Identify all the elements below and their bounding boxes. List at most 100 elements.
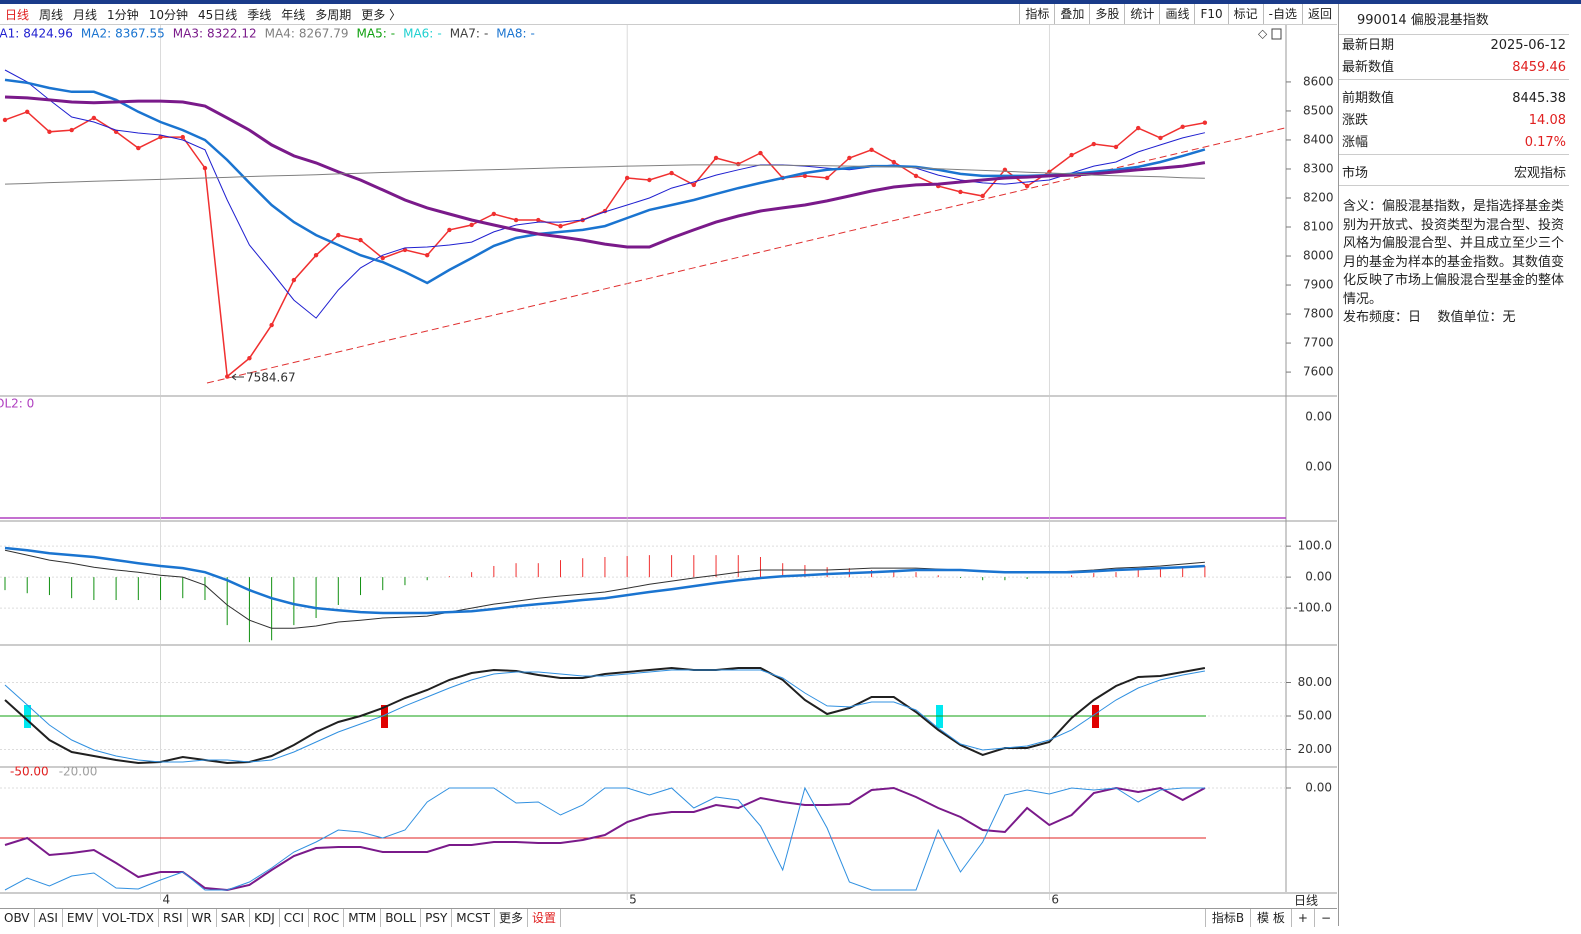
tab-list: OBV ASI EMV VOL-TDX RSI WR SAR KDJ CCI ROC MTM BOLL… xyxy=(0,909,562,927)
period-tabs: 日线 周线 月线 1分钟 10分钟 45日线 季线 年线 多周期 更多 〉 xyxy=(0,6,406,23)
indicator-tab[interactable]: BOLL xyxy=(381,909,422,927)
point xyxy=(1024,183,1030,189)
info-value: 8459.46 xyxy=(1512,60,1566,75)
point xyxy=(891,159,896,165)
point xyxy=(647,177,652,183)
y-tick-label: 7800 xyxy=(1303,307,1334,321)
legend-text: 8367.55 xyxy=(115,27,165,41)
period-tab[interactable]: 季线 xyxy=(247,7,272,22)
point xyxy=(158,134,163,140)
tab-tool[interactable]: − xyxy=(1313,909,1337,927)
indicator-tab[interactable]: RSI xyxy=(159,909,188,927)
point xyxy=(136,145,141,151)
point xyxy=(1091,141,1096,147)
period-tab[interactable]: 45日线 xyxy=(197,7,238,22)
indicator-tab[interactable]: OBV xyxy=(0,909,35,927)
period-tab[interactable]: 10分钟 xyxy=(148,7,188,22)
period-tab[interactable]: 月线 xyxy=(73,7,98,22)
y-tick-label: 0.00 xyxy=(1305,570,1332,584)
point xyxy=(269,322,274,328)
indicator-tab[interactable]: 设置 xyxy=(528,909,562,927)
point xyxy=(91,115,97,121)
point xyxy=(958,189,963,195)
info-row: 涨跌 14.08 xyxy=(1339,110,1569,132)
index-code: 990014 xyxy=(1357,13,1407,28)
series-line xyxy=(4,95,1206,249)
panel-title: VOL2: 0 xyxy=(0,397,34,411)
indicator-tabs: OBV ASI EMV VOL-TDX RSI WR SAR KDJ CCI ROC MTM BOLL… xyxy=(0,908,1337,927)
period-tab[interactable]: 多周期 xyxy=(315,7,352,22)
period-tab[interactable]: 年线 xyxy=(281,7,306,22)
period-tab[interactable]: 周线 xyxy=(39,7,64,22)
info-value: 宏观指标 xyxy=(1513,166,1566,181)
y-tick-label: 0.00 xyxy=(1305,410,1332,424)
point xyxy=(824,175,830,181)
tool-button[interactable]: 指标 xyxy=(1019,4,1054,24)
point xyxy=(69,127,74,133)
indicator-tab[interactable]: KDJ xyxy=(250,909,280,927)
point xyxy=(913,173,919,179)
indicator-tab[interactable]: CCI xyxy=(280,909,310,927)
info-key: 涨跌 xyxy=(1342,113,1369,128)
info-header: 990014 偏股混基指数 xyxy=(1339,4,1569,35)
point xyxy=(47,129,52,135)
legend-text: - xyxy=(391,27,395,41)
legend-text: MA7: xyxy=(450,27,480,41)
index-name: 偏股混基指数 xyxy=(1410,13,1489,28)
freq: 发布频度：日 xyxy=(1343,310,1422,325)
point xyxy=(736,161,741,167)
period-tab[interactable]: 更多 〉 xyxy=(361,7,402,22)
indicator-tab[interactable]: WR xyxy=(188,909,217,927)
info-value: 8445.38 xyxy=(1512,91,1566,106)
tool-button[interactable]: 统计 xyxy=(1124,4,1159,24)
legend-text: MA5: xyxy=(357,27,387,41)
indicator-tab[interactable]: VOL-TDX xyxy=(98,909,159,927)
tool-button[interactable]: 多股 xyxy=(1089,4,1124,24)
legend-text: MA1: xyxy=(0,27,19,41)
signal-marker xyxy=(936,705,943,728)
title-strip xyxy=(0,0,1581,4)
indicator-tab[interactable]: MTM xyxy=(344,909,382,927)
tab-tool[interactable]: 模 板 xyxy=(1250,909,1291,927)
point xyxy=(1158,135,1163,141)
point xyxy=(1136,125,1141,131)
point xyxy=(713,155,719,161)
point xyxy=(447,227,452,233)
point xyxy=(1113,144,1119,150)
tool-button[interactable]: 标记 xyxy=(1227,4,1263,24)
trend-line[interactable] xyxy=(206,127,1286,384)
info-value: 2025-06-12 xyxy=(1490,38,1566,53)
info-key: 最新数值 xyxy=(1342,60,1395,75)
period-tab[interactable]: 1分钟 xyxy=(107,7,139,22)
tool-button[interactable]: 叠加 xyxy=(1054,4,1089,24)
legend-text: 8424.96 xyxy=(23,27,73,41)
window-icon[interactable] xyxy=(1271,28,1282,40)
legend-text: MA2: xyxy=(81,27,111,41)
legend-text: 8267.79 xyxy=(299,27,349,41)
point xyxy=(25,109,30,115)
indicator-tab[interactable]: ASI xyxy=(35,909,63,927)
indicator-tab[interactable]: SAR xyxy=(217,909,251,927)
info-value: 0.17% xyxy=(1524,135,1566,150)
indicator-tab[interactable]: PSY xyxy=(421,909,453,927)
point xyxy=(336,232,341,238)
tool-button[interactable]: -自选 xyxy=(1262,4,1302,24)
tool-button[interactable]: 返回 xyxy=(1301,4,1337,24)
y-tick-label: 7600 xyxy=(1303,365,1334,379)
diamond-icon[interactable]: ◇ xyxy=(1258,27,1268,41)
period-tab[interactable]: 日线 xyxy=(5,7,30,22)
info-row: 涨幅 0.17% xyxy=(1339,132,1569,155)
tool-button[interactable]: F10 xyxy=(1194,4,1227,24)
legend-text: MA8: xyxy=(496,27,526,41)
tab-tool[interactable]: + xyxy=(1290,909,1314,927)
tab-tool[interactable]: 指标B xyxy=(1204,909,1250,927)
info-row: 市场 宏观指标 xyxy=(1339,163,1569,186)
indicator-tab[interactable]: 更多 xyxy=(495,909,528,927)
indicator-tab[interactable]: ROC xyxy=(309,909,345,927)
indicator-tab[interactable]: MCST xyxy=(452,909,495,927)
indicator-tab[interactable]: EMV xyxy=(63,909,99,927)
tool-button[interactable]: 画线 xyxy=(1159,4,1194,24)
point xyxy=(1202,120,1208,125)
tab-tools: 指标B 模 板 + − xyxy=(1204,909,1337,927)
